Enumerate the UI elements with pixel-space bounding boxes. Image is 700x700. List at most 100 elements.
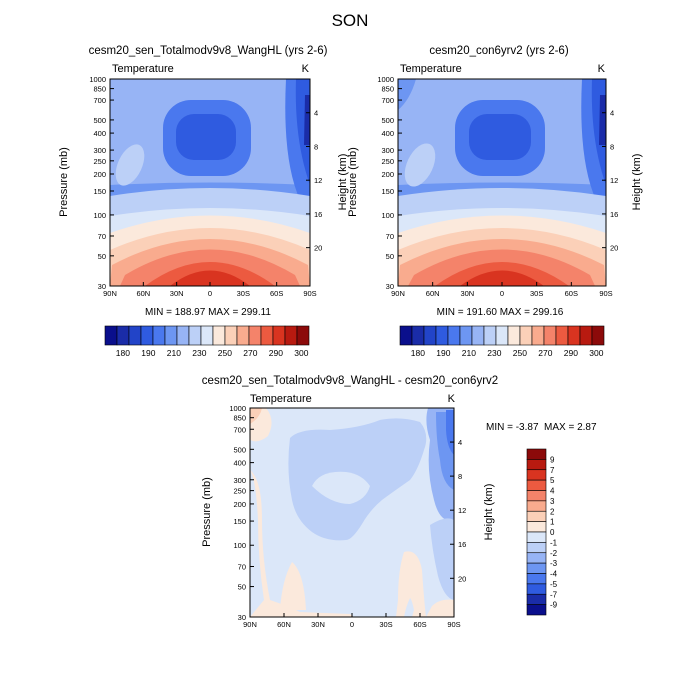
y2-tick-label: 4 xyxy=(458,438,462,447)
colorbar-label: 230 xyxy=(192,348,206,358)
x-tick-label: 60N xyxy=(277,620,291,629)
colorbar-swatch xyxy=(296,325,310,346)
panel-1-y2label: Height (km) xyxy=(337,154,349,211)
y-tick-label: 200 xyxy=(233,500,246,509)
panel-1-contour-field xyxy=(110,79,310,286)
y-tick-label: 30 xyxy=(98,282,106,291)
colorbar-swatch xyxy=(471,325,485,346)
figure-title: SON xyxy=(332,11,369,30)
x-tick-label: 90N xyxy=(391,289,405,298)
y-tick-label: 50 xyxy=(386,252,394,261)
panel-3-title: cesm20_sen_Totalmodv9v8_WangHL - cesm20_… xyxy=(202,375,498,387)
y2-tick-label: 4 xyxy=(314,109,318,118)
colorbar-swatch xyxy=(526,459,547,471)
colorbar-label: -9 xyxy=(550,601,558,610)
panel-2-title: cesm20_con6yrv2 (yrs 2-6) xyxy=(429,45,568,57)
colorbar-label: 250 xyxy=(218,348,232,358)
colorbar-swatch xyxy=(526,552,547,564)
y-tick-label: 500 xyxy=(93,116,106,125)
colorbar-swatch xyxy=(526,562,547,574)
x-tick-label: 0 xyxy=(208,289,212,298)
colorbar-swatch xyxy=(236,325,250,346)
y2-tick-label: 8 xyxy=(314,142,318,151)
colorbar-swatch xyxy=(526,490,547,502)
colorbar-label: -2 xyxy=(550,549,558,558)
x-tick-label: 30N xyxy=(460,289,474,298)
panel-3-right-string: K xyxy=(448,393,456,405)
panel-1-stats: MIN = 188.97 MAX = 299.11 xyxy=(145,307,271,318)
panel-1-left-string: Temperature xyxy=(112,63,174,75)
y-tick-label: 200 xyxy=(93,170,106,179)
colorbar-label: 300 xyxy=(589,348,603,358)
y-tick-label: 400 xyxy=(233,459,246,468)
panel-3-colorbar: 9 75 432 10-1 -2-3 -4-5-7 -9 xyxy=(526,448,558,616)
colorbar-swatch xyxy=(224,325,238,346)
panel-1-colorbar: 180 190 210 230 250 270 290 300 xyxy=(104,325,310,358)
y-tick-label: 300 xyxy=(233,476,246,485)
panel-2-contour-field xyxy=(398,79,606,286)
x-tick-label: 30S xyxy=(237,289,250,298)
x-tick-label: 90S xyxy=(447,620,460,629)
y-tick-label: 100 xyxy=(93,211,106,220)
x-tick-label: 30S xyxy=(379,620,392,629)
y-tick-label: 300 xyxy=(381,146,394,155)
colorbar-label: 270 xyxy=(538,348,552,358)
colorbar-label: 3 xyxy=(550,497,555,506)
panel-1-ylabel: Pressure (mb) xyxy=(58,147,70,217)
panel-3: cesm20_sen_Totalmodv9v8_WangHL - cesm20_… xyxy=(201,375,597,629)
colorbar-label: -4 xyxy=(550,570,558,579)
x-tick-label: 30N xyxy=(170,289,184,298)
panel-3-ylabel: Pressure (mb) xyxy=(201,477,213,547)
y-tick-label: 850 xyxy=(93,85,106,94)
y2-tick-label: 4 xyxy=(610,109,614,118)
colorbar-swatch xyxy=(519,325,533,346)
y-tick-label: 150 xyxy=(93,187,106,196)
colorbar-swatch xyxy=(128,325,142,346)
colorbar-swatch xyxy=(526,469,547,481)
y-tick-label: 70 xyxy=(386,232,394,241)
colorbar-swatch xyxy=(423,325,437,346)
colorbar-label: 1 xyxy=(550,518,555,527)
colorbar-swatch xyxy=(188,325,202,346)
colorbar-swatch xyxy=(531,325,545,346)
colorbar-label: 2 xyxy=(550,507,555,516)
colorbar-swatch xyxy=(260,325,274,346)
y-tick-label: 150 xyxy=(233,517,246,526)
colorbar-label: 180 xyxy=(411,348,425,358)
colorbar-label: -7 xyxy=(550,590,558,599)
y-tick-label: 400 xyxy=(93,129,106,138)
y2-tick-label: 12 xyxy=(458,506,466,515)
colorbar-label: 290 xyxy=(564,348,578,358)
panel-2-y2label: Height (km) xyxy=(631,154,643,211)
colorbar-swatch xyxy=(526,531,547,543)
x-tick-label: 90S xyxy=(303,289,316,298)
panel-3-stats-max: MAX = 2.87 xyxy=(544,422,597,433)
colorbar-swatch xyxy=(495,325,509,346)
colorbar-swatch xyxy=(200,325,214,346)
y-tick-label: 100 xyxy=(381,211,394,220)
y-tick-label: 850 xyxy=(233,414,246,423)
colorbar-label: -5 xyxy=(550,580,558,589)
panel-2: cesm20_con6yrv2 (yrs 2-6) Temperature K xyxy=(347,45,643,358)
y-tick-label: 1000 xyxy=(377,75,394,84)
panel-3-left-string: Temperature xyxy=(250,393,312,405)
y-tick-label: 500 xyxy=(381,116,394,125)
colorbar-label: 9 xyxy=(550,455,555,464)
y-tick-label: 100 xyxy=(233,541,246,550)
x-tick-label: 0 xyxy=(350,620,354,629)
y-tick-label: 250 xyxy=(93,157,106,166)
colorbar-label: -3 xyxy=(550,559,558,568)
colorbar-label: -1 xyxy=(550,538,558,547)
colorbar-label: 270 xyxy=(243,348,257,358)
y-tick-label: 700 xyxy=(93,96,106,105)
panel-2-left-string: Temperature xyxy=(400,63,462,75)
colorbar-label: 290 xyxy=(269,348,283,358)
colorbar-swatch xyxy=(507,325,521,346)
x-tick-label: 60N xyxy=(426,289,440,298)
y-tick-label: 30 xyxy=(386,282,394,291)
colorbar-swatch xyxy=(459,325,473,346)
y-tick-label: 700 xyxy=(381,96,394,105)
y2-tick-label: 12 xyxy=(610,176,618,185)
